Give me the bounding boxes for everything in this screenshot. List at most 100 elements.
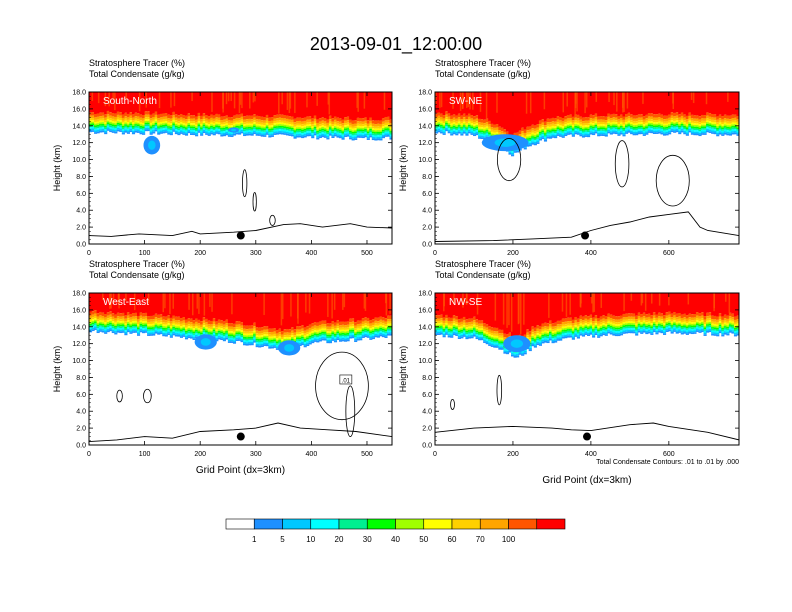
tracer-band-cell xyxy=(483,123,487,126)
tracer-band-cell xyxy=(207,127,211,130)
tracer-band-cell xyxy=(250,335,254,337)
tracer-band-cell xyxy=(627,124,631,126)
tracer-band-cell xyxy=(268,123,272,126)
tracer-band-cell xyxy=(119,128,123,131)
tracer-band-cell xyxy=(164,328,168,330)
tracer-band-cell xyxy=(331,326,335,330)
tracer-band-cell xyxy=(177,293,181,317)
tracer-band-cell xyxy=(379,293,383,317)
tracer-band-cell xyxy=(331,321,335,325)
tracer-band-cell xyxy=(435,130,439,132)
tracer-band-cell xyxy=(551,331,555,334)
tracer-band-cell xyxy=(114,332,118,335)
tracer-band-cell xyxy=(94,318,98,320)
tracer-band-cell xyxy=(571,126,575,129)
tracer-band-cell xyxy=(374,124,378,127)
tracer-band-cell xyxy=(303,125,307,128)
tracer-streak xyxy=(363,293,366,309)
tracer-band-cell xyxy=(467,324,472,327)
tracer-band-cell xyxy=(473,119,477,123)
tracer-band-cell xyxy=(162,319,166,323)
tracer-band-cell xyxy=(263,122,267,126)
tracer-band-cell xyxy=(147,324,151,326)
tracer-band-cell xyxy=(462,126,466,129)
tracer-band-cell xyxy=(551,132,555,135)
tracer-band-cell xyxy=(177,324,181,327)
tracer-band-cell xyxy=(359,126,363,128)
tracer-band-cell xyxy=(215,119,219,122)
tracer-band-cell xyxy=(587,130,591,133)
tracer-band-cell xyxy=(549,337,553,339)
tracer-band-cell xyxy=(498,346,502,349)
tracer-band-cell xyxy=(336,336,340,339)
tracer-band-cell xyxy=(104,319,108,323)
tracer-band-cell xyxy=(179,130,184,133)
tracer-band-cell xyxy=(698,122,702,125)
tracer-band-cell xyxy=(576,122,580,125)
tracer-band-cell xyxy=(89,123,93,126)
tracer-streak xyxy=(263,293,265,316)
tracer-band-cell xyxy=(114,317,118,321)
tracer-band-cell xyxy=(361,134,365,137)
tracer-band-cell xyxy=(693,123,697,126)
tracer-band-cell xyxy=(660,127,664,130)
tracer-band-cell xyxy=(498,335,502,338)
tracer-band-cell xyxy=(478,338,482,341)
tracer-band-cell xyxy=(480,125,484,128)
tracer-band-cell xyxy=(518,351,522,354)
tracer-band-cell xyxy=(688,115,692,119)
tracer-band-cell xyxy=(435,123,439,126)
tracer-band-cell xyxy=(227,92,232,117)
tracer-band-cell xyxy=(637,130,641,133)
tracer-band-cell xyxy=(316,332,320,334)
tracer-band-cell xyxy=(210,117,214,121)
tracer-band-cell xyxy=(650,123,654,125)
tracer-band-cell xyxy=(551,339,555,342)
panel-header-line1: Stratosphere Tracer (%) xyxy=(89,259,185,269)
tracer-band-cell xyxy=(480,331,484,334)
tracer-band-cell xyxy=(136,116,141,119)
tracer-band-cell xyxy=(144,121,148,123)
tracer-band-cell xyxy=(351,321,355,325)
tracer-band-cell xyxy=(374,128,378,131)
tracer-band-cell xyxy=(369,334,373,337)
tracer-band-cell xyxy=(303,127,307,129)
plot-area xyxy=(89,92,392,244)
tracer-band-cell xyxy=(559,326,563,329)
tracer-band-cell xyxy=(374,135,378,138)
tracer-band-cell xyxy=(253,334,257,336)
tracer-band-cell xyxy=(265,293,269,327)
tracer-band-cell xyxy=(543,125,548,128)
tracer-streak xyxy=(469,92,471,110)
tracer-band-cell xyxy=(202,128,206,130)
tracer-band-cell xyxy=(200,92,204,116)
tracer-band-cell xyxy=(225,121,229,124)
tracer-band-cell xyxy=(663,92,667,116)
tracer-band-cell xyxy=(473,333,477,335)
tracer-band-cell xyxy=(298,120,302,124)
tracer-band-cell xyxy=(291,131,295,133)
tracer-band-cell xyxy=(625,130,629,133)
tracer-band-cell xyxy=(126,128,131,131)
tracer-band-cell xyxy=(129,317,133,320)
tracer-band-cell xyxy=(94,125,98,128)
tracer-band-cell xyxy=(344,293,348,322)
tracer-band-cell xyxy=(371,136,375,139)
tracer-streak xyxy=(238,92,241,114)
tracer-band-cell xyxy=(237,339,242,341)
y-tick-label: 18.0 xyxy=(72,291,86,298)
tracer-band-cell xyxy=(336,334,340,337)
tracer-band-cell xyxy=(253,132,257,135)
tracer-band-cell xyxy=(263,326,267,330)
tracer-band-cell xyxy=(187,116,191,120)
tracer-band-cell xyxy=(655,128,659,131)
tracer-band-cell xyxy=(589,124,593,127)
tracer-band-cell xyxy=(220,336,224,339)
tracer-band-cell xyxy=(688,123,692,126)
tracer-band-cell xyxy=(159,329,163,331)
tracer-band-cell xyxy=(298,117,302,121)
tracer-band-cell xyxy=(344,135,348,137)
tracer-band-cell xyxy=(609,131,613,133)
tracer-band-cell xyxy=(227,323,232,327)
tracer-band-cell xyxy=(154,122,158,125)
